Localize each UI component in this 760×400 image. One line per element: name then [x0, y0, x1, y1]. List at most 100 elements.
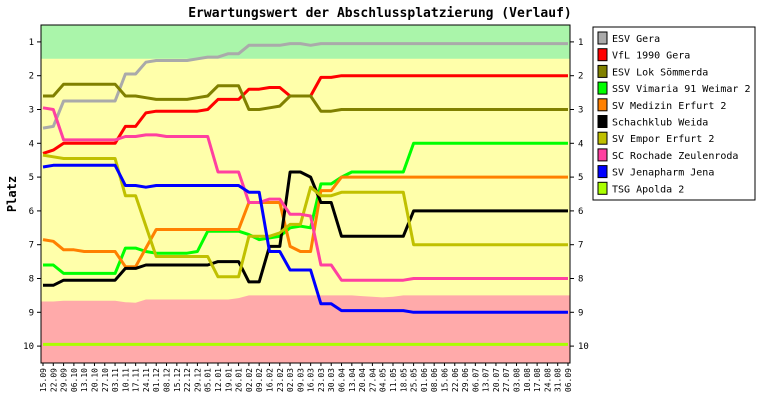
legend-swatch	[597, 131, 608, 145]
y-axis-right: 1 2 3 4 5 6 7 8 9 10	[570, 38, 589, 352]
x-tick-label: 02.03	[286, 368, 295, 392]
y-tick-label-right: 8	[578, 275, 583, 285]
y-tick-label-right: 6	[578, 207, 583, 217]
series-lines	[42, 42, 568, 346]
plot-frame	[40, 24, 571, 364]
legend-swatch	[597, 81, 608, 95]
x-tick-label: 16.02	[266, 368, 275, 392]
x-tick-label: 24.11	[142, 368, 151, 392]
x-tick-label: 27.10	[101, 368, 110, 392]
y-tick-label-left: 6	[29, 207, 34, 217]
legend-entry-label: SSV Vimaria 91 Weimar 2	[612, 84, 750, 95]
x-tick-label: 22.12	[183, 368, 192, 392]
legend-entry-label: ESV Gera	[612, 34, 660, 45]
y-tick-label-left: 4	[29, 139, 34, 149]
y-axis-label: Platz	[5, 176, 19, 212]
x-tick-label: 08.12	[163, 368, 172, 392]
legend-box	[592, 26, 756, 201]
x-tick-label: 09.02	[255, 368, 264, 392]
x-tick-label: 27.04	[368, 368, 377, 392]
x-tick-label: 09.03	[296, 368, 305, 392]
x-tick-label: 05.01	[204, 368, 213, 392]
x-tick-label: 31.08	[554, 368, 563, 392]
x-tick-label: 13.07	[482, 368, 491, 392]
x-tick-label: 06.04	[338, 368, 347, 392]
x-tick-label: 10.11	[121, 368, 130, 392]
zone-top	[41, 25, 570, 59]
x-tick-label: 11.05	[389, 368, 398, 392]
legend-entry-label: SV Jenapharm Jena	[612, 168, 714, 179]
x-tick-label: 03.08	[513, 368, 522, 392]
series-line-9	[42, 163, 568, 314]
legend-entry-label: SV Medizin Erfurt 2	[612, 101, 726, 112]
x-tick-label: 22.09	[49, 368, 58, 392]
y-axis-left: 1 2 3 4 5 6 7 8 9 10	[23, 38, 41, 352]
series-line-3	[43, 82, 568, 113]
legend-entry-label: Schachklub Weida	[612, 118, 708, 129]
legend-swatch	[597, 31, 608, 45]
x-tick-label: 20.07	[492, 368, 501, 392]
y-tick-label-left: 8	[29, 275, 34, 285]
x-tick-label: 03.11	[111, 368, 120, 392]
x-tick-label: 20.10	[91, 368, 100, 392]
x-tick-label: 10.08	[523, 368, 532, 392]
x-tick-label: 24.08	[543, 368, 552, 392]
y-tick-label-right: 5	[578, 173, 583, 183]
legend-swatch	[597, 64, 608, 78]
legend-swatch	[597, 165, 608, 179]
legend-entry-label: VfL 1990 Gera	[612, 51, 690, 62]
chart-title: Erwartungswert der Abschlussplatzierung …	[188, 6, 572, 21]
legend-swatch	[597, 181, 608, 195]
x-tick-label: 01.12	[152, 368, 161, 392]
x-tick-label: 22.06	[451, 368, 460, 392]
legend-swatch	[597, 148, 608, 162]
legend-entry-label: TSG Apolda 2	[612, 184, 684, 195]
zone-bottom	[41, 295, 570, 363]
legend-entry-label: SV Empor Erfurt 2	[612, 134, 714, 145]
x-tick-label: 15.09	[39, 368, 48, 392]
legend-swatch	[597, 48, 608, 62]
x-tick-label: 29.09	[60, 368, 69, 392]
series-line-1	[42, 42, 568, 130]
y-tick-label-right: 2	[578, 72, 583, 82]
y-tick-label-right: 10	[578, 342, 589, 352]
x-tick-label: 12.01	[214, 368, 223, 392]
legend: ESV Gera VfL 1990 Gera ESV Lok Sömmerda SSV…	[592, 26, 756, 201]
x-tick-label: 23.03	[317, 368, 326, 392]
x-tick-label: 25.05	[410, 368, 419, 392]
series-line-8	[42, 106, 568, 282]
y-tick-label-left: 5	[29, 173, 34, 183]
x-axis: 15.09 22.09 29.09 06.10 13.10 20.10 27.10 03.11…	[39, 363, 573, 392]
y-tick-label-left: 9	[29, 308, 34, 318]
y-tick-label-left: 7	[29, 241, 34, 251]
x-tick-label: 06.09	[564, 368, 573, 392]
x-tick-label: 18.05	[399, 368, 408, 392]
x-tick-label: 29.12	[193, 368, 202, 392]
x-tick-label: 20.04	[358, 368, 367, 392]
series-line-5	[42, 175, 568, 269]
x-tick-label: 15.12	[173, 368, 182, 392]
x-tick-label: 06.10	[70, 368, 79, 392]
series-line-7	[42, 153, 568, 279]
y-tick-label-left: 10	[23, 342, 34, 352]
y-tick-label-right: 1	[578, 38, 583, 48]
x-tick-label: 17.08	[533, 368, 542, 392]
x-tick-label: 02.02	[245, 368, 254, 392]
x-tick-label: 15.06	[441, 368, 450, 392]
x-tick-label: 17.11	[132, 368, 141, 392]
series-line-4	[43, 141, 568, 275]
x-tick-label: 01.06	[420, 368, 429, 392]
x-tick-label: 26.01	[235, 368, 244, 392]
x-tick-label: 30.03	[327, 368, 336, 392]
x-tick-label: 04.05	[379, 368, 388, 392]
legend-swatch	[597, 115, 608, 128]
series-line-6	[43, 170, 568, 287]
x-tick-label: 23.02	[276, 368, 285, 392]
y-tick-label-left: 3	[29, 106, 34, 116]
y-tick-label-right: 9	[578, 308, 583, 318]
legend-swatch	[597, 98, 608, 112]
y-tick-label-right: 7	[578, 241, 583, 251]
x-tick-label: 27.07	[502, 368, 511, 392]
x-tick-label: 13.10	[80, 368, 89, 392]
